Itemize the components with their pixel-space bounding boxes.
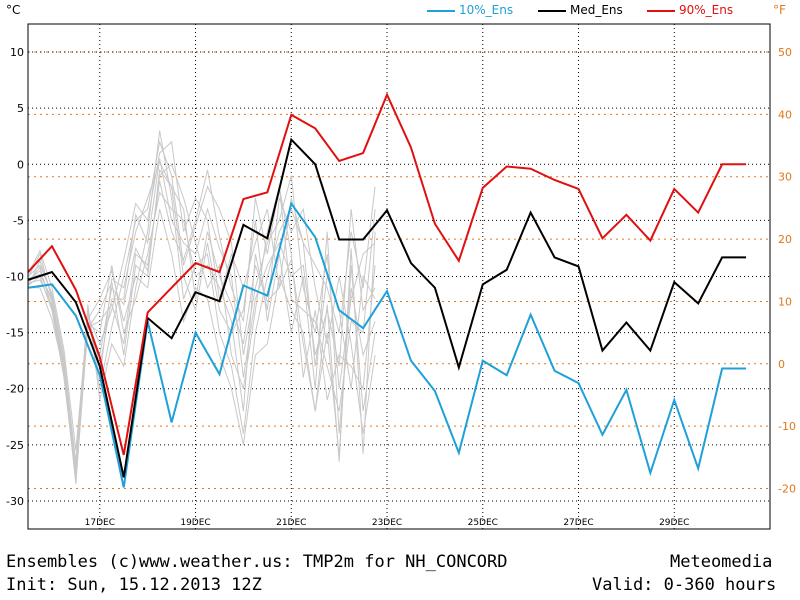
ytick-label-c: -10 (6, 271, 24, 284)
xtick-label: 17DEC (85, 518, 115, 528)
xtick-label: 27DEC (563, 518, 593, 528)
footer-init: Init: Sun, 15.12.2013 12Z (6, 575, 262, 595)
footer-valid: Valid: 0-360 hours (592, 575, 777, 595)
legend-swatch-p10 (427, 9, 455, 12)
ensemble-member-line (27, 168, 376, 481)
xtick-label: 19DEC (180, 518, 210, 528)
ensemble-member-line (27, 191, 376, 478)
ytick-label-c: -30 (6, 495, 24, 508)
plot-frame (27, 23, 771, 530)
legend-item-p10: 10%_Ens (427, 3, 513, 17)
ytick-label-c: -25 (6, 439, 24, 452)
series-line-p90 (27, 92, 747, 456)
ytick-label-f: -20 (778, 482, 796, 495)
legend-item-median: Med_Ens (538, 3, 623, 17)
footer-title: Ensembles (c)www.weather.us: TMP2m for N… (6, 552, 508, 572)
ytick-label-c: -20 (6, 383, 24, 396)
ytick-label-c: -15 (6, 327, 24, 340)
legend-label-median: Med_Ens (570, 3, 623, 17)
ytick-label-f: 0 (778, 358, 785, 371)
ytick-label-c: 5 (17, 102, 24, 115)
legend-swatch-p90 (647, 9, 675, 12)
celsius-unit-label: °C (6, 3, 21, 17)
footer-brand: Meteomedia (670, 552, 773, 572)
legend-item-p90: 90%_Ens (647, 3, 733, 17)
fahrenheit-unit-label: °F (773, 3, 786, 17)
xtick-label: 23DEC (372, 518, 402, 528)
ytick-label-f: 10 (778, 295, 792, 308)
ytick-label-f: 40 (778, 108, 792, 121)
legend-swatch-median (538, 9, 566, 12)
ytick-label-f: 50 (778, 46, 792, 59)
ytick-label-c: -5 (13, 214, 24, 227)
xtick-label: 21DEC (276, 518, 306, 528)
legend-label-p10: 10%_Ens (459, 3, 514, 17)
legend-label-p90: 90%_Ens (679, 3, 734, 17)
xtick-label: 29DEC (659, 518, 689, 528)
ytick-label-f: -10 (778, 420, 796, 433)
ytick-label-f: 30 (778, 171, 792, 184)
xtick-label: 25DEC (468, 518, 498, 528)
ytick-label-c: 0 (17, 158, 24, 171)
ensemble-member-line (28, 209, 376, 485)
ytick-label-c: 10 (10, 46, 24, 59)
ytick-label-f: 20 (778, 233, 792, 246)
